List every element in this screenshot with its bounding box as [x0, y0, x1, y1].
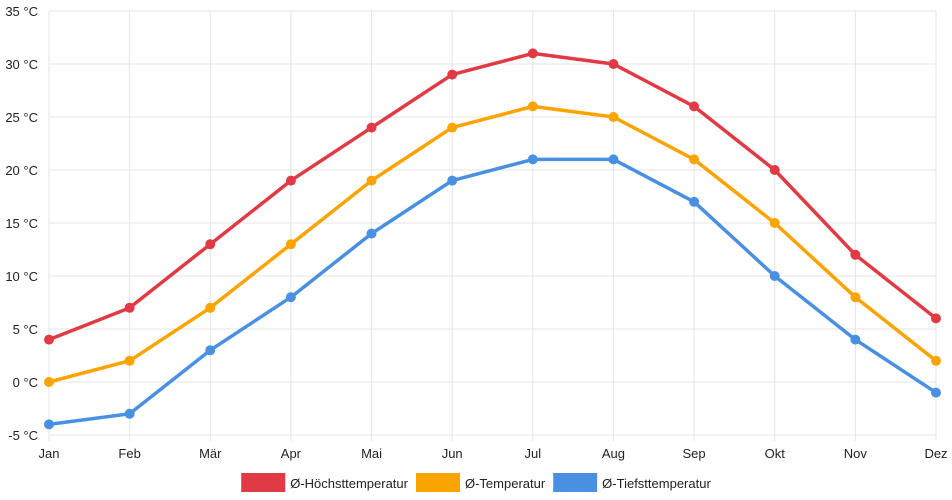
data-point[interactable]	[608, 59, 619, 69]
x-tick-label: Okt	[765, 446, 786, 461]
data-point[interactable]	[689, 101, 700, 112]
data-point[interactable]	[931, 355, 941, 366]
data-point[interactable]	[527, 48, 538, 59]
series-2	[44, 101, 941, 387]
data-point[interactable]	[931, 313, 941, 324]
data-point[interactable]	[366, 122, 377, 133]
legend-label: Ø-Tiefsttemperatur	[602, 476, 711, 491]
data-point[interactable]	[285, 239, 296, 250]
data-point[interactable]	[769, 271, 780, 281]
x-tick-label: Nov	[844, 446, 868, 461]
data-point[interactable]	[527, 101, 538, 112]
x-axis: Jan Feb Mär Apr Mai Jun Jul Aug Sep Okt Nov Dez	[39, 446, 948, 461]
data-point[interactable]	[366, 228, 377, 239]
data-point[interactable]	[769, 218, 780, 228]
data-point[interactable]	[44, 419, 54, 430]
data-point[interactable]	[931, 387, 941, 398]
y-tick-label: 25 °C	[5, 110, 38, 125]
data-point[interactable]	[850, 334, 861, 345]
data-point[interactable]	[447, 122, 458, 133]
data-point[interactable]	[124, 408, 135, 419]
data-point[interactable]	[850, 292, 861, 303]
legend-item[interactable]: Ø-Höchsttemperatur	[241, 473, 409, 492]
data-point[interactable]	[124, 355, 135, 366]
legend-swatch	[553, 473, 598, 492]
x-tick-label: Dez	[924, 446, 947, 461]
legend-item[interactable]: Ø-Tiefsttemperatur	[553, 473, 711, 492]
x-tick-label: Jul	[525, 446, 542, 461]
x-tick-label: Aug	[602, 446, 625, 461]
data-point[interactable]	[850, 249, 861, 260]
data-point[interactable]	[527, 154, 538, 165]
x-tick-label: Sep	[683, 446, 706, 461]
series-layer	[44, 48, 941, 430]
x-tick-label: Mai	[361, 446, 382, 461]
y-tick-label: 10 °C	[5, 269, 38, 284]
data-point[interactable]	[447, 175, 458, 186]
data-point[interactable]	[44, 377, 54, 387]
series-3	[44, 154, 941, 430]
y-tick-label: -5 °C	[8, 428, 38, 443]
data-point[interactable]	[769, 165, 780, 175]
data-point[interactable]	[689, 196, 700, 207]
legend-label: Ø-Temperatur	[465, 476, 546, 491]
data-point[interactable]	[689, 154, 700, 165]
legend: Ø-Höchsttemperatur Ø-Temperatur Ø-Tiefstte…	[241, 473, 711, 492]
data-point[interactable]	[608, 154, 619, 165]
data-point[interactable]	[124, 302, 135, 313]
data-point[interactable]	[285, 292, 296, 303]
data-point[interactable]	[366, 175, 377, 186]
series-line	[47, 51, 938, 342]
data-point[interactable]	[205, 302, 216, 313]
x-tick-label: Apr	[281, 446, 302, 461]
data-point[interactable]	[205, 239, 216, 250]
y-axis: 35 °C 30 °C 25 °C 20 °C 15 °C 10 °C 5 °C 0 °C -5…	[5, 4, 38, 443]
y-tick-label: 35 °C	[5, 4, 38, 19]
data-point[interactable]	[608, 112, 619, 122]
series-line	[47, 157, 938, 427]
y-tick-label: 15 °C	[5, 216, 38, 231]
legend-swatch	[241, 473, 286, 492]
y-tick-label: 30 °C	[5, 57, 38, 72]
x-tick-label: Jun	[442, 446, 463, 461]
data-point[interactable]	[44, 334, 54, 345]
series-line	[47, 104, 938, 384]
x-tick-label: Jan	[39, 446, 60, 461]
data-point[interactable]	[205, 345, 216, 356]
y-tick-label: 5 °C	[13, 322, 38, 337]
legend-item[interactable]: Ø-Temperatur	[415, 473, 546, 492]
series-1	[44, 48, 941, 345]
data-point[interactable]	[285, 175, 296, 186]
x-tick-label: Feb	[118, 446, 140, 461]
y-tick-label: 20 °C	[5, 163, 38, 178]
grid	[48, 10, 937, 441]
x-tick-label: Mär	[199, 446, 222, 461]
legend-label: Ø-Höchsttemperatur	[290, 476, 408, 491]
data-point[interactable]	[447, 69, 458, 80]
legend-swatch	[415, 473, 460, 492]
y-tick-label: 0 °C	[13, 375, 38, 390]
